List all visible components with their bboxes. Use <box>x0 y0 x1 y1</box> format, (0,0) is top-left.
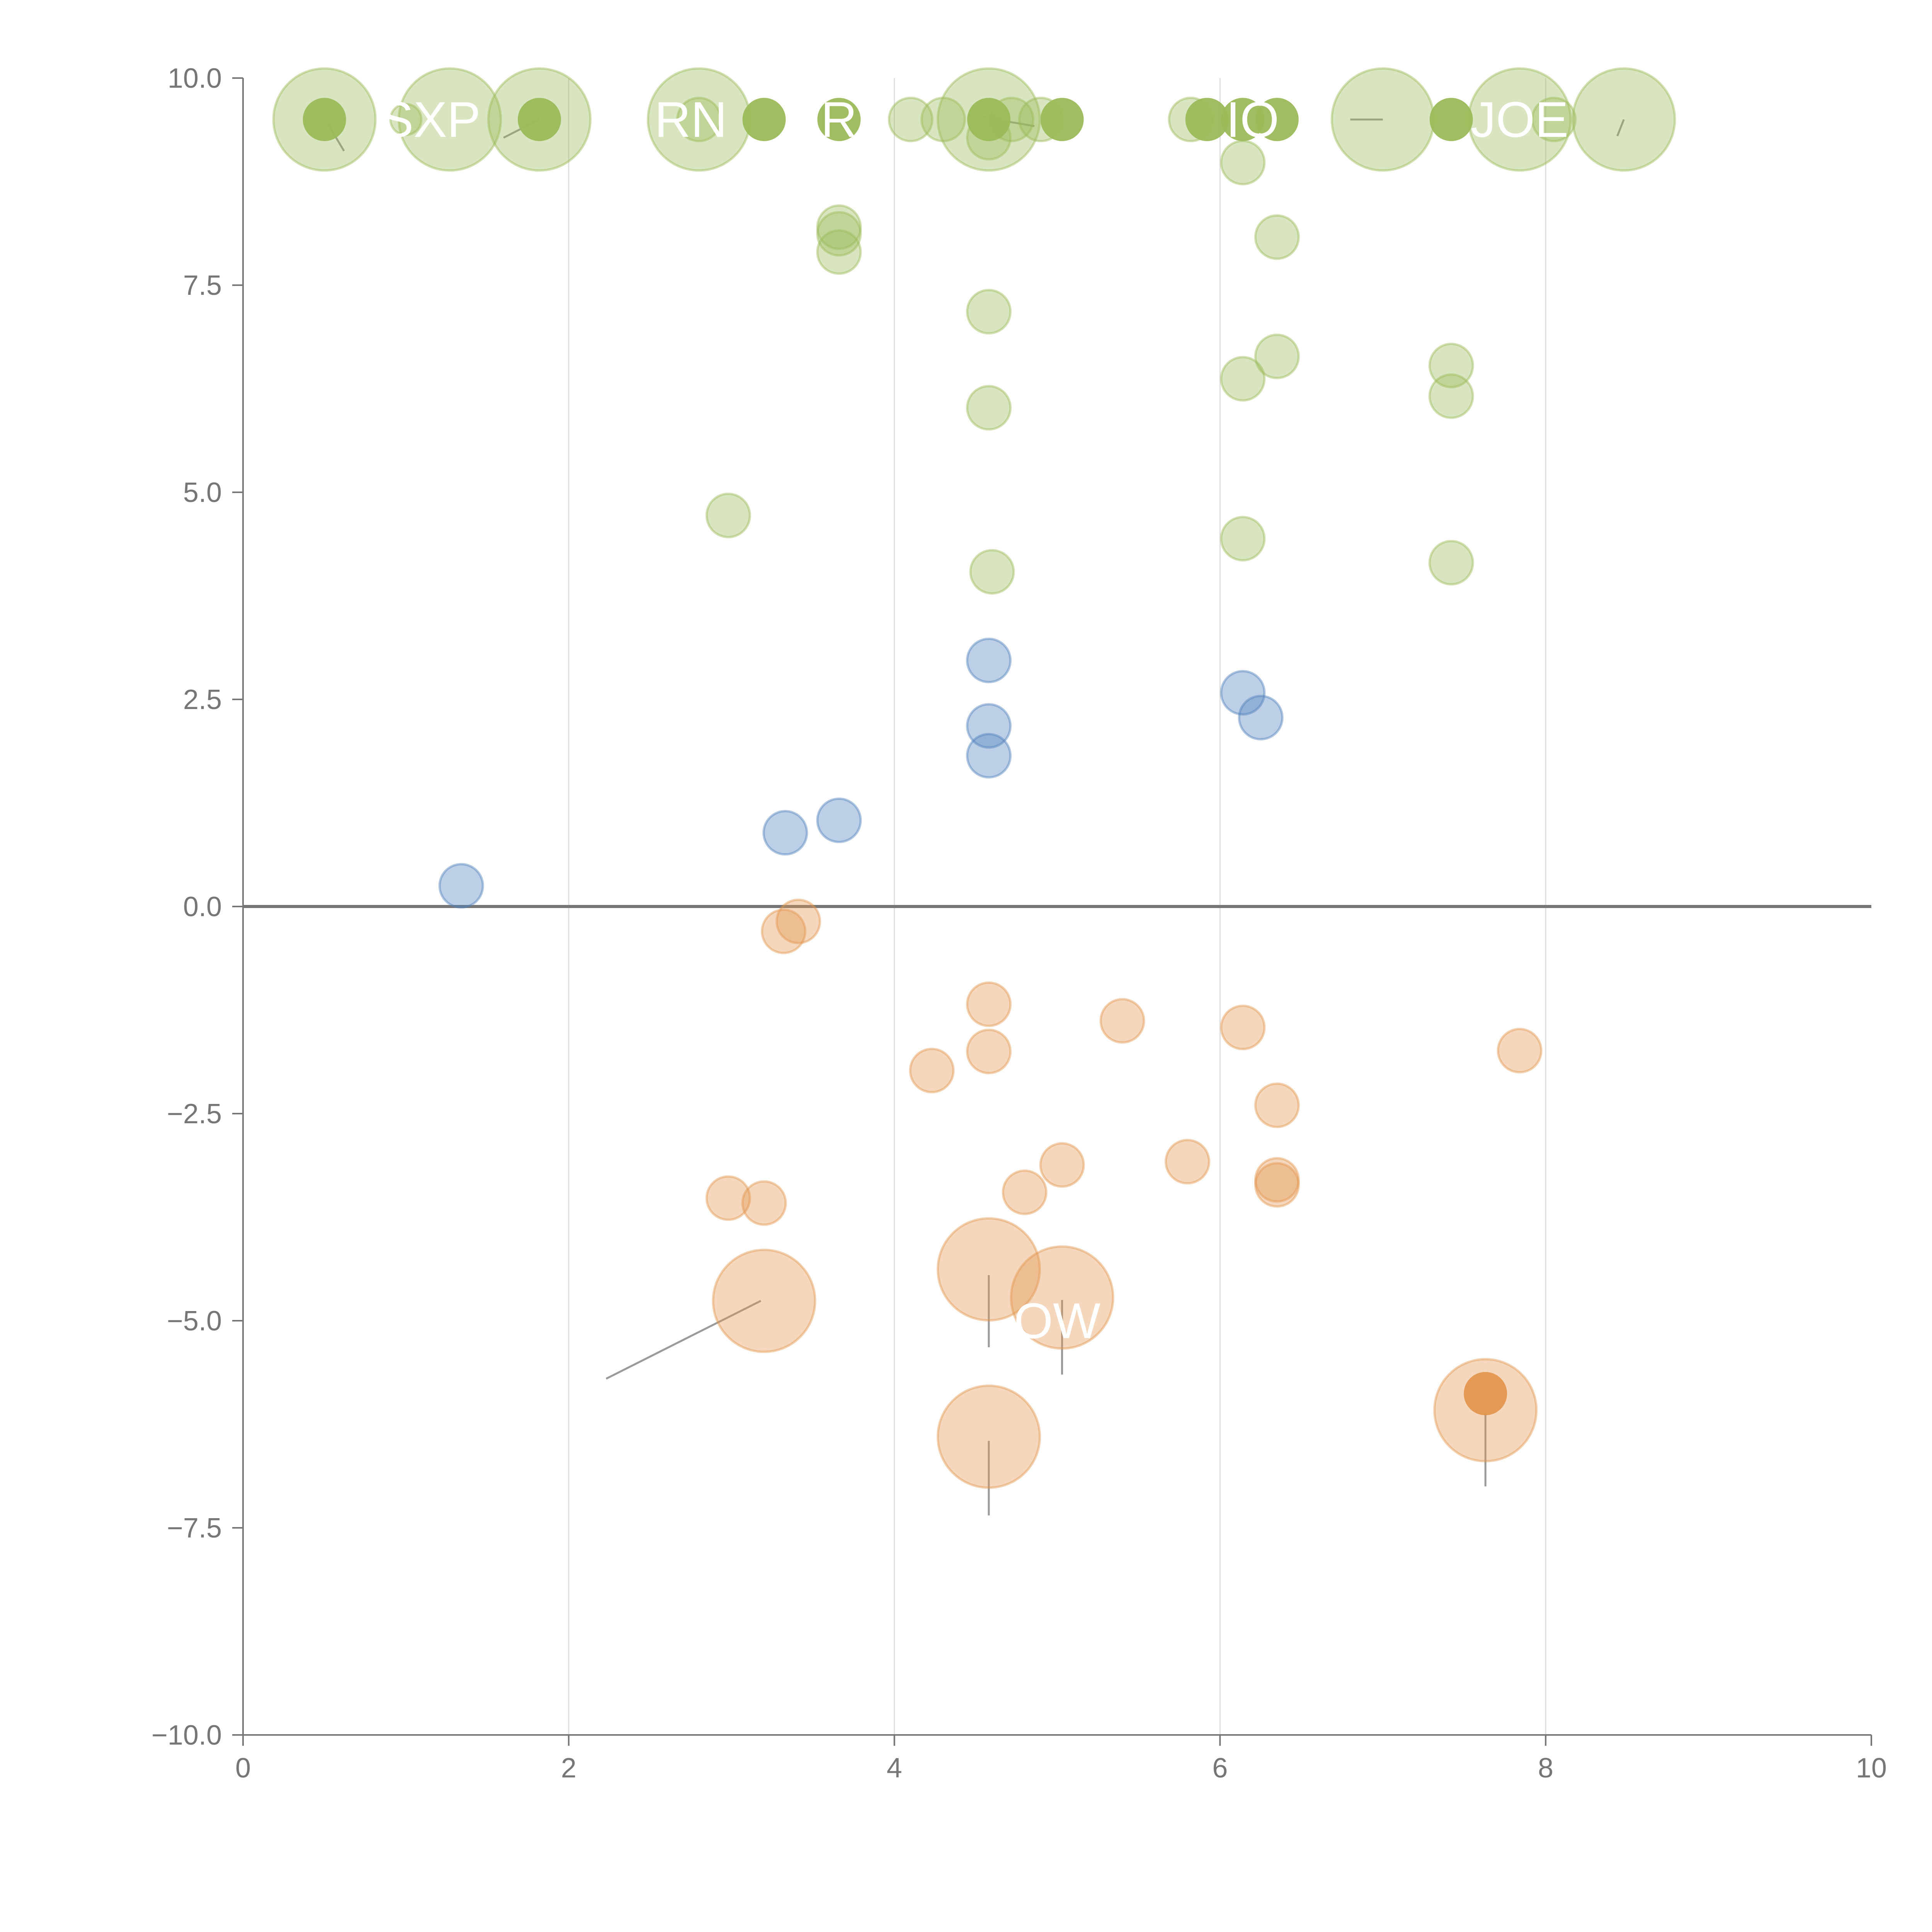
data-point-low <box>1254 1082 1300 1128</box>
data-point-high <box>398 67 502 172</box>
data-point-high <box>966 289 1012 335</box>
y-tick-label: −7.5 <box>167 1513 222 1544</box>
data-point-low <box>1099 998 1145 1044</box>
data-point-high <box>1428 373 1474 419</box>
data-point-mid <box>1238 695 1284 741</box>
leader-line <box>1616 119 1625 136</box>
data-point-high <box>816 211 862 257</box>
data-point-low <box>1010 1245 1114 1350</box>
data-point-high <box>1531 97 1577 143</box>
data-point-high <box>969 549 1015 595</box>
x-tick-label: 0 <box>235 1753 251 1784</box>
y-tick-label: −2.5 <box>167 1099 222 1129</box>
data-point-low <box>1254 1157 1300 1203</box>
data-point-high <box>920 97 966 143</box>
y-tick-label: 10.0 <box>168 63 222 94</box>
x-tick-label: 8 <box>1538 1753 1553 1784</box>
data-point-high <box>1254 214 1300 260</box>
data-point-low <box>1464 1372 1507 1415</box>
data-point-low <box>966 1029 1012 1075</box>
data-point-high <box>676 97 722 143</box>
x-tick-label: 10 <box>1856 1753 1887 1784</box>
data-point-high <box>816 229 862 275</box>
data-point-high <box>966 115 1012 161</box>
point-label: SXP <box>380 91 481 148</box>
data-point-high <box>1429 98 1473 141</box>
data-point-high <box>1221 98 1265 141</box>
data-point-low <box>909 1048 955 1094</box>
data-point-low <box>705 1175 751 1221</box>
data-points <box>272 67 1676 1489</box>
data-point-high <box>888 97 934 143</box>
x-tick-label: 2 <box>561 1753 577 1784</box>
data-point-high <box>1428 342 1474 388</box>
axes: 0 2 4 6 8 10 10.0 7.5 5.0 2.5 0.0 −2.5 −5.0 −7.5 −10.0 <box>151 63 1887 1784</box>
data-point-low <box>966 981 1012 1027</box>
y-tick-label: 7.5 <box>183 270 222 301</box>
point-label: R <box>821 91 857 148</box>
data-point-mid <box>966 638 1012 684</box>
data-point-high <box>967 98 1011 141</box>
data-point-mid <box>762 810 808 856</box>
point-label: OW <box>1014 1293 1100 1349</box>
data-point-high <box>1330 67 1435 172</box>
data-point-low <box>761 908 807 954</box>
data-point-low <box>1002 1169 1048 1215</box>
data-point-high <box>303 98 346 141</box>
y-tick-label: −10.0 <box>151 1720 222 1751</box>
x-tick-label: 6 <box>1212 1753 1228 1784</box>
data-point-high <box>989 97 1035 143</box>
data-point-high <box>1255 98 1299 141</box>
data-point-mid <box>816 798 862 844</box>
data-point-high <box>1185 98 1229 141</box>
point-label: IO <box>1226 91 1279 148</box>
data-point-low <box>775 898 821 944</box>
data-point-high <box>816 204 862 250</box>
data-point-mid <box>438 863 484 909</box>
data-point-low <box>937 1384 1041 1489</box>
y-tick-label: 0.0 <box>183 891 222 922</box>
point-labels: SXP RN R IO JOE OW <box>380 91 1569 1349</box>
data-point-high <box>1220 516 1266 562</box>
data-point-high <box>1428 540 1474 586</box>
leader-line <box>605 1300 762 1380</box>
data-point-high <box>966 385 1012 431</box>
data-point-high <box>705 493 751 539</box>
data-point-low <box>1254 1162 1300 1208</box>
data-point-high <box>517 98 561 141</box>
data-point-low <box>712 1248 816 1353</box>
data-point-mid <box>966 733 1012 779</box>
data-point-high <box>1220 139 1266 185</box>
data-point-high <box>742 98 786 141</box>
data-point-low <box>937 1217 1041 1322</box>
y-tick-label: 5.0 <box>183 477 222 508</box>
data-point-mid <box>1220 670 1266 716</box>
data-point-high <box>817 98 861 141</box>
data-point-high <box>1220 356 1266 402</box>
data-point-high <box>389 103 423 136</box>
data-point-high <box>1254 333 1300 379</box>
data-point-low <box>1497 1028 1543 1074</box>
y-tick-label: 2.5 <box>183 684 222 715</box>
data-point-low <box>741 1180 787 1226</box>
x-tick-label: 4 <box>887 1753 902 1784</box>
data-point-high <box>1571 67 1676 172</box>
data-point-high <box>1040 98 1084 141</box>
data-point-low <box>1039 1142 1085 1188</box>
data-point-low <box>1165 1139 1211 1185</box>
point-label: JOE <box>1471 91 1568 148</box>
point-label: RN <box>655 91 727 148</box>
data-point-mid <box>966 703 1012 749</box>
data-point-low <box>1220 1005 1266 1051</box>
y-tick-label: −5.0 <box>167 1306 222 1337</box>
